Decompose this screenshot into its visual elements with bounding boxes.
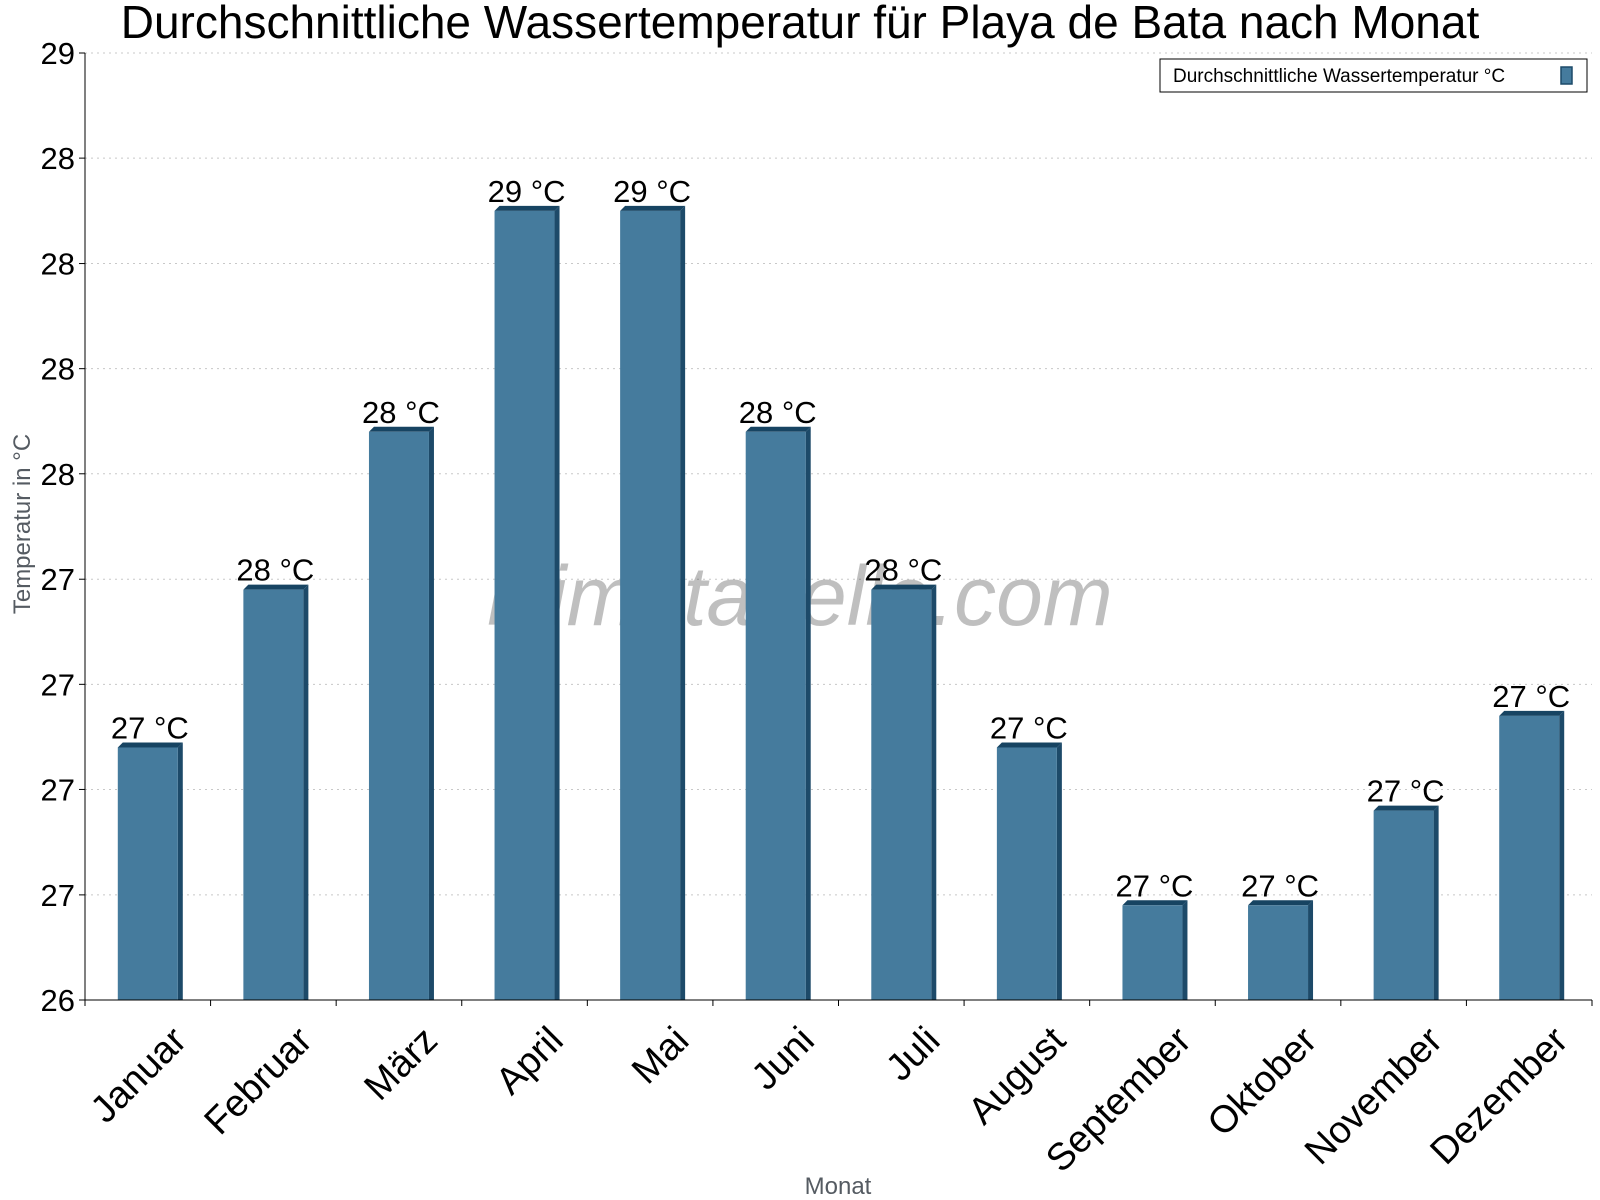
bar-side xyxy=(805,426,811,1000)
data-label: 27 °C xyxy=(1116,868,1194,903)
data-label: 28 °C xyxy=(236,553,314,588)
x-tick-label: Juli xyxy=(878,1019,948,1089)
bar-top xyxy=(1499,710,1565,716)
y-tick-label: 26 xyxy=(41,983,75,1018)
bar-top xyxy=(494,205,560,211)
bar-top xyxy=(1248,900,1314,906)
bar-mai xyxy=(620,205,686,1001)
bar-side xyxy=(1056,742,1062,1000)
y-tick-label: 28 xyxy=(41,247,75,282)
bar xyxy=(1122,905,1183,1000)
bar-side xyxy=(1182,900,1188,1000)
legend-label: Durchschnittliche Wassertemperatur °C xyxy=(1173,66,1505,87)
bar-side xyxy=(680,205,686,1001)
axes xyxy=(79,52,1593,1006)
bar-top xyxy=(871,584,937,590)
data-label: 27 °C xyxy=(1241,868,1319,903)
x-tick-label: August xyxy=(961,1019,1075,1133)
bar xyxy=(1373,810,1434,1000)
bar-side xyxy=(428,426,434,1000)
data-label: 27 °C xyxy=(1367,774,1445,809)
data-label: 28 °C xyxy=(362,395,440,430)
bar xyxy=(1248,905,1309,1000)
bar-side xyxy=(1559,710,1565,1000)
bar xyxy=(996,747,1057,1000)
bar-side xyxy=(1433,805,1439,1000)
x-tick-labels: Januar Februar März April Mai Juni Juli AugustS… xyxy=(83,1019,1577,1180)
legend-box xyxy=(1159,58,1588,93)
bar xyxy=(243,589,304,1000)
data-label: 27 °C xyxy=(111,710,189,745)
x-tick-label: Mai xyxy=(624,1019,697,1092)
y-tick-label: 28 xyxy=(41,457,75,492)
x-tick-label: April xyxy=(488,1019,571,1102)
bar-top xyxy=(996,742,1062,748)
y-tick-label: 27 xyxy=(41,878,75,913)
x-tick-label: Dezember xyxy=(1423,1019,1577,1173)
y-tick-label: 29 xyxy=(41,36,75,71)
data-label: 28 °C xyxy=(739,395,817,430)
bar-top xyxy=(1373,805,1439,811)
bar-top xyxy=(620,205,686,211)
bar-dezember xyxy=(1499,710,1565,1000)
data-labels: 27 °C 28 °C 28 °C 29 °C 29 °C 28 °C 28 °C 27 °C… xyxy=(111,174,1570,903)
bars xyxy=(117,205,1565,1001)
bar xyxy=(368,431,429,1000)
y-tick-label: 27 xyxy=(41,667,75,702)
bar-september xyxy=(1122,900,1188,1000)
y-tick-labels: 26 27 27 27 27 28 28 28 28 29 xyxy=(41,36,75,1018)
bar-side xyxy=(931,584,937,1000)
bar xyxy=(620,210,681,1001)
y-tick-label: 28 xyxy=(41,352,75,387)
x-tick-label: Januar xyxy=(83,1019,195,1131)
bar xyxy=(745,431,806,1000)
chart-title: Durchschnittliche Wassertemperatur für P… xyxy=(121,0,1480,48)
y-axis-label: Temperatur in °C xyxy=(9,434,36,614)
bar xyxy=(494,210,555,1001)
bar-märz xyxy=(368,426,434,1000)
bar xyxy=(871,589,932,1000)
bar-april xyxy=(494,205,560,1001)
bar-juni xyxy=(745,426,811,1000)
x-axis-label: Monat xyxy=(805,1173,872,1200)
bar-side xyxy=(303,584,309,1000)
bar-august xyxy=(996,742,1062,1000)
y-tick-label: 27 xyxy=(41,562,75,597)
data-label: 29 °C xyxy=(488,174,566,209)
bar xyxy=(1499,715,1560,1000)
bar-oktober xyxy=(1248,900,1314,1000)
bar-top xyxy=(368,426,434,432)
bar-side xyxy=(1308,900,1314,1000)
data-label: 29 °C xyxy=(613,174,691,209)
bar-top xyxy=(243,584,309,590)
y-tick-label: 28 xyxy=(41,141,75,176)
legend-swatch xyxy=(1560,66,1573,85)
x-tick-label: Juni xyxy=(744,1019,823,1098)
bar-top xyxy=(745,426,811,432)
y-tick-label: 27 xyxy=(41,772,75,807)
bar-top xyxy=(1122,900,1188,906)
bar-side xyxy=(177,742,183,1000)
x-tick-label: Februar xyxy=(197,1019,321,1143)
data-label: 27 °C xyxy=(1492,679,1570,714)
x-tick-label: Oktober xyxy=(1200,1019,1326,1145)
data-label: 27 °C xyxy=(990,710,1068,745)
bar-februar xyxy=(243,584,309,1000)
x-tick-label: März xyxy=(357,1019,446,1108)
bar xyxy=(117,747,178,1000)
bar-side xyxy=(554,205,560,1001)
bar-juli xyxy=(871,584,937,1000)
bar-top xyxy=(117,742,183,748)
bar-november xyxy=(1373,805,1439,1000)
grid-lines xyxy=(85,52,1592,896)
legend: Durchschnittliche Wassertemperatur °C xyxy=(1159,58,1588,93)
data-label: 28 °C xyxy=(864,553,942,588)
bar-januar xyxy=(117,742,183,1000)
